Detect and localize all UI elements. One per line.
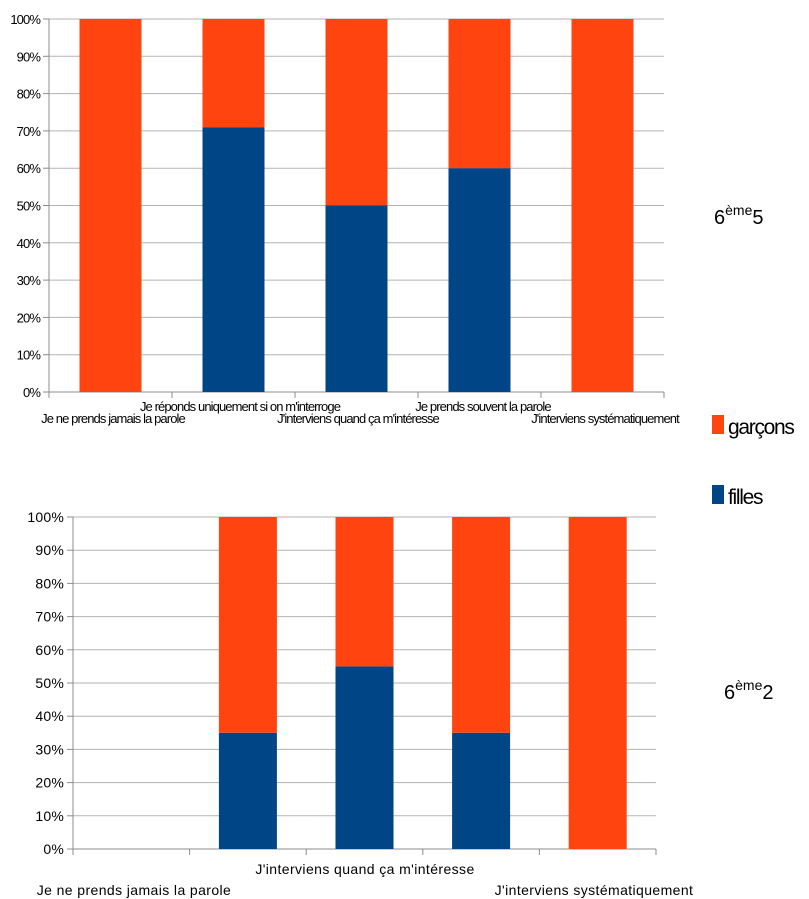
chart-1-category-label: Je ne prends jamais la parole <box>41 411 185 426</box>
chart-2-y-tick-label: 90% <box>35 542 64 558</box>
legend-item-filles: filles <box>712 485 764 509</box>
chart-1-y-tick-label: 30% <box>17 273 42 288</box>
chart-1-category-label: Je prends souvent la parole <box>415 399 551 414</box>
chart-1-y-tick-label: 0% <box>23 385 41 400</box>
chart-2-bar-garcons-2 <box>218 517 277 733</box>
chart-2-y-tick-label: 50% <box>35 675 64 691</box>
chart-1-y-tick-label: 80% <box>17 87 42 102</box>
chart-1-bar-garcons-4 <box>448 19 511 169</box>
legend-label-garcons: garçons <box>728 416 794 439</box>
legend: garçons filles <box>712 415 796 509</box>
chart-2-category-label: J'interviens quand ça m'intéresse <box>255 861 474 877</box>
chart-1-bar-garcons-5 <box>571 19 634 392</box>
legend-swatch-garcons-icon <box>712 415 724 434</box>
chart-2-y-tick-label: 20% <box>35 775 64 791</box>
chart-1-bar-garcons-2 <box>202 19 265 128</box>
chart-2-y-tick-label: 30% <box>35 741 64 757</box>
chart-2-category-label: Je ne prends jamais la parole <box>37 882 231 898</box>
chart-2-y-tick-label: 60% <box>35 642 64 658</box>
chart-1-bar-filles-2 <box>202 127 265 393</box>
chart-1-category-label: J'interviens quand ça m'intéresse <box>277 411 439 426</box>
chart-2-category-label: J'interviens systématiquement <box>495 882 694 898</box>
chart-1-y-tick-label: 100% <box>10 12 41 27</box>
chart-2-y-tick-label: 40% <box>35 708 64 724</box>
chart-2-bar-filles-2 <box>218 732 277 849</box>
chart-2-y-tick-label: 80% <box>35 575 64 591</box>
chart-1-y-tick-label: 40% <box>17 236 42 251</box>
chart-1-y-tick-label: 10% <box>17 348 42 363</box>
chart-2-bar-garcons-3 <box>335 517 394 667</box>
chart-1-bar-garcons-3 <box>325 19 388 206</box>
legend-swatch-filles-icon <box>712 485 724 504</box>
chart-2-bar-filles-3 <box>335 666 394 849</box>
chart-2-y-tick-label: 100% <box>27 509 64 525</box>
chart-1-bar-garcons-1 <box>79 19 142 392</box>
chart-2-bar-garcons-4 <box>452 517 511 733</box>
chart-2-y-tick-label: 70% <box>35 609 64 625</box>
chart-2-y-tick-label: 0% <box>43 841 64 857</box>
chart-1-category-label: J'interviens systématiquement <box>531 411 680 426</box>
legend-label-filles: filles <box>728 486 763 509</box>
legend-item-garcons: garçons <box>712 415 796 439</box>
chart-1-category-label: Je réponds uniquement si on m'interroge <box>140 399 341 414</box>
chart-1: 0% 10% 20% 30% 40% 50% 60% 70% 80% 90% 100% Je ne p… <box>10 12 681 426</box>
chart-1-y-tick-label: 90% <box>17 49 42 64</box>
chart-2-label: 6ème2 <box>724 677 773 704</box>
chart-1-bar-filles-4 <box>448 168 511 392</box>
chart-1-y-tick-label: 70% <box>17 124 42 139</box>
chart-2-y-tick-label: 10% <box>35 808 64 824</box>
chart-2-bar-garcons-5 <box>568 517 627 849</box>
chart-1-y-tick-label: 20% <box>17 310 42 325</box>
chart-1-bar-filles-3 <box>325 205 388 392</box>
chart-2: 0% 10% 20% 30% 40% 50% 60% 70% 80% 90% 100% Je ne p… <box>27 509 693 898</box>
chart-2-bar-filles-4 <box>452 732 511 849</box>
chart-1-label: 6ème5 <box>714 202 763 229</box>
chart-1-y-tick-label: 60% <box>17 161 42 176</box>
chart-1-y-tick-label: 50% <box>17 199 42 214</box>
